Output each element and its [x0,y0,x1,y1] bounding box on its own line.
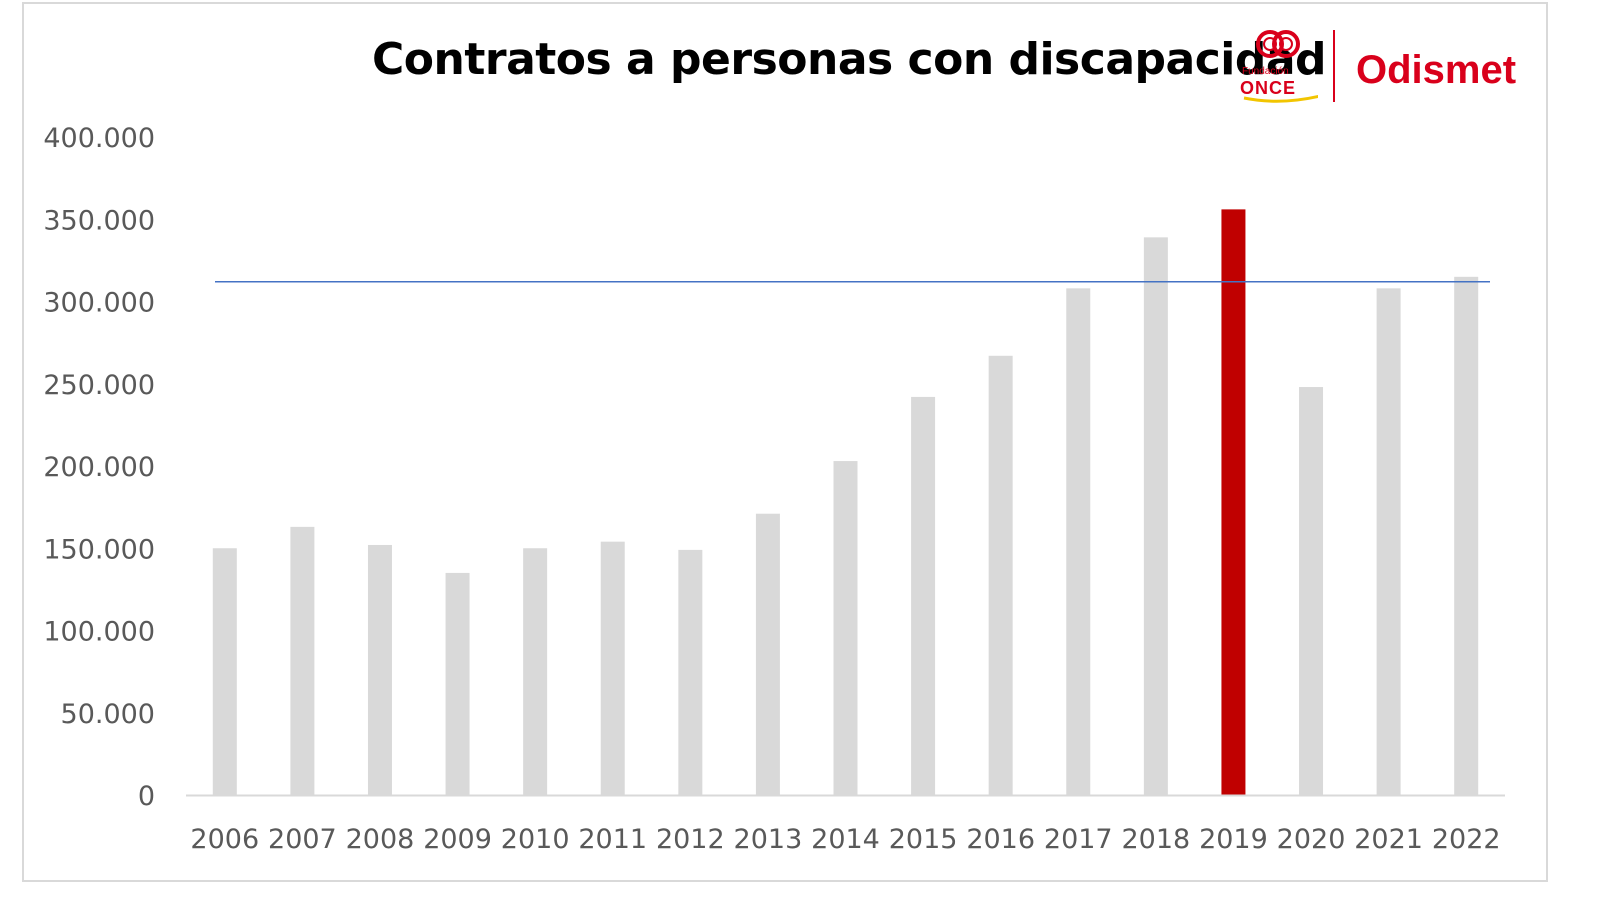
bar-2019 [1221,209,1246,795]
bar-2015 [911,396,936,795]
y-axis-ticks: 0 50.000 100.000 150.000 200.000 250.000 300.0… [43,123,155,812]
y-tick-label: 50.000 [61,699,155,730]
x-tick-label: 2012 [656,824,725,855]
y-tick-label: 0 [138,781,155,812]
bar-2016 [988,355,1013,795]
bar-2006 [212,548,237,795]
bar-2009 [445,572,470,795]
logo-group: Fundación ONCE Odismet [1230,26,1540,112]
bar-2014 [833,461,858,795]
once-logo-icon [1243,30,1318,103]
odismet-logo: Odismet [1356,48,1517,92]
bar-2022 [1454,276,1479,795]
x-tick-label: 2021 [1354,824,1423,855]
chart-title: Contratos a personas con discapacidad [372,34,1327,85]
y-tick-label: 250.000 [43,370,155,401]
x-axis-ticks: 2006 2007 2008 2009 2010 2011 2012 2013 2014 2015… [190,824,1500,855]
x-tick-label: 2006 [190,824,259,855]
bar-series [212,209,1479,796]
once-logo-text: ONCE [1240,78,1297,98]
x-tick-label: 2009 [423,824,492,855]
x-tick-label: 2018 [1121,824,1190,855]
bar-2013 [755,513,780,795]
x-tick-label: 2010 [501,824,570,855]
x-tick-label: 2007 [268,824,337,855]
bar-2017 [1066,288,1091,795]
bar-2021 [1376,288,1401,795]
y-tick-label: 150.000 [43,534,155,565]
y-tick-label: 350.000 [43,205,155,236]
x-tick-label: 2014 [811,824,880,855]
y-tick-label: 400.000 [43,123,155,154]
x-tick-label: 2008 [346,824,415,855]
bar-2018 [1143,237,1168,796]
y-tick-label: 100.000 [43,617,155,648]
x-tick-label: 2020 [1277,824,1346,855]
bar-2020 [1299,387,1324,795]
bar-2008 [367,544,392,795]
bar-2010 [523,548,548,795]
bar-2012 [678,549,703,795]
x-tick-label: 2017 [1044,824,1113,855]
y-tick-label: 200.000 [43,452,155,483]
y-tick-label: 300.000 [43,288,155,319]
bar-2011 [600,541,625,795]
x-tick-label: 2015 [889,824,958,855]
x-tick-label: 2013 [734,824,803,855]
x-tick-label: 2016 [966,824,1035,855]
x-tick-label: 2022 [1432,824,1501,855]
once-logo-text-small: Fundación [1242,66,1289,77]
x-tick-label: 2011 [578,824,647,855]
logo-divider [1333,30,1335,102]
bar-2007 [290,526,315,795]
chart-frame [22,2,1548,882]
x-tick-label: 2019 [1199,824,1268,855]
